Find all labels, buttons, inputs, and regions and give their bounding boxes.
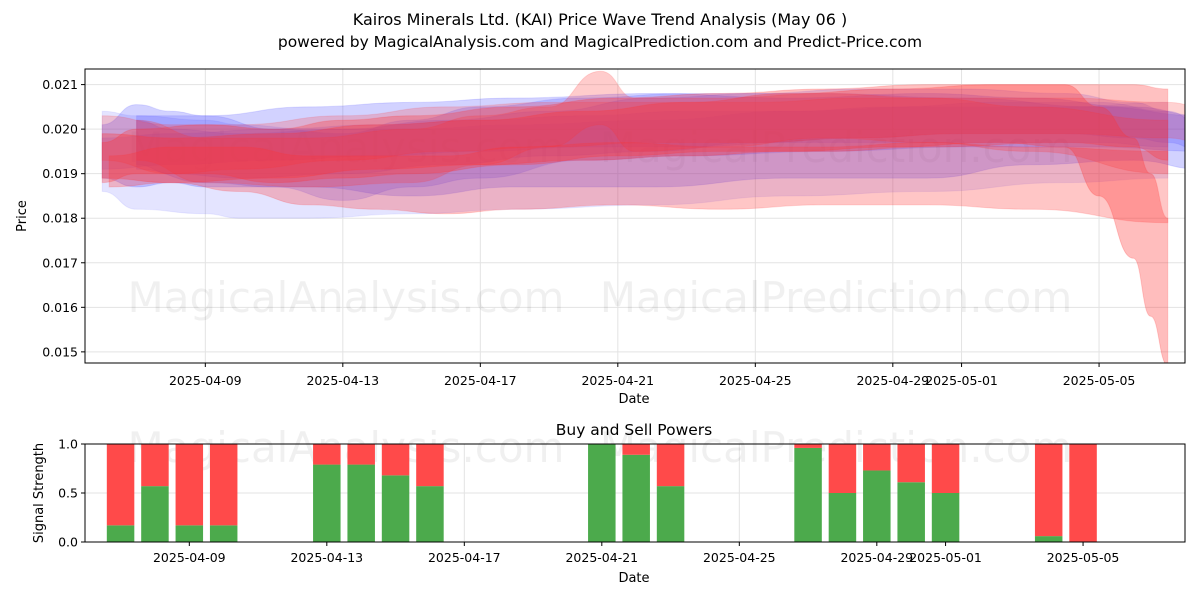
- buy-bar: [381, 475, 410, 542]
- blue-wave-band-1: [101, 93, 1185, 197]
- price-y-label: Price: [15, 200, 30, 232]
- price-xtick-label: 2025-04-21: [581, 373, 654, 388]
- price-xtick-label: 2025-04-13: [306, 373, 379, 388]
- buy-bar: [656, 486, 685, 542]
- sell-bar: [141, 444, 169, 487]
- price-ytick-label: 0.018: [42, 211, 78, 226]
- price-xtick-label: 2025-04-25: [719, 373, 792, 388]
- buy-bar: [313, 464, 341, 542]
- red-wave-band-6: [101, 84, 1169, 184]
- sell-bar: [1034, 444, 1063, 537]
- signal-x-label: Date: [618, 571, 649, 586]
- sell-bar: [622, 444, 650, 455]
- sell-bar: [313, 444, 341, 465]
- price-xtick-label: 2025-05-05: [1063, 373, 1136, 388]
- signal-xtick-label: 2025-04-13: [290, 550, 363, 565]
- buy-bar: [931, 493, 960, 542]
- price-xtick-label: 2025-04-17: [444, 373, 517, 388]
- sell-bar: [656, 444, 685, 487]
- sell-bar: [416, 444, 444, 487]
- red-wave-band-7: [108, 142, 1169, 224]
- price-ytick-label: 0.016: [42, 300, 78, 315]
- signal-ytick-label: 0.0: [58, 535, 78, 550]
- sell-bar: [828, 444, 857, 493]
- buy-bar: [588, 444, 616, 542]
- price-ytick-label: 0.020: [42, 122, 78, 137]
- red-wave-band-9: [136, 70, 1169, 188]
- signal-y-label: Signal Strength: [32, 443, 47, 543]
- signal-xtick-label: 2025-04-21: [565, 550, 638, 565]
- buy-bar: [863, 470, 891, 542]
- buy-bar: [416, 486, 444, 542]
- buy-bar: [1034, 536, 1063, 542]
- buy-bar: [209, 525, 238, 542]
- sell-bar: [106, 444, 135, 526]
- signal-x-axis: 2025-04-09 2025-04-13 2025-04-17 2025-04-21…: [153, 542, 1119, 565]
- sell-bar: [863, 444, 891, 471]
- sell-bar: [209, 444, 238, 526]
- sell-bar: [1069, 444, 1097, 542]
- buy-bar: [347, 464, 375, 542]
- chart-title: Kairos Minerals Ltd. (KAI) Price Wave Tr…: [353, 10, 847, 29]
- signal-xtick-label: 2025-04-29: [840, 550, 913, 565]
- price-panel: MagicalAnalysis.com MagicalPrediction.co…: [15, 68, 1186, 407]
- price-ytick-label: 0.019: [42, 166, 78, 181]
- price-plot-frame: [84, 68, 1186, 364]
- buy-bar: [794, 447, 822, 542]
- signal-bars: [106, 444, 1097, 542]
- red-wave-band-8: [101, 84, 1169, 363]
- blue-wave-band-2: [101, 101, 1169, 219]
- chart-subtitle: powered by MagicalAnalysis.com and Magic…: [278, 33, 922, 51]
- signal-y-axis: 0.0 0.5 1.0: [58, 437, 85, 550]
- signal-xtick-label: 2025-04-17: [428, 550, 501, 565]
- price-grid: [85, 69, 1185, 363]
- signal-xtick-label: 2025-05-05: [1047, 550, 1120, 565]
- buy-bar: [622, 454, 650, 542]
- sell-bar: [381, 444, 410, 476]
- red-wave-band-10: [101, 97, 1185, 175]
- price-xtick-label: 2025-04-29: [856, 373, 929, 388]
- price-ytick-label: 0.021: [42, 77, 78, 92]
- signal-xtick-label: 2025-04-25: [703, 550, 776, 565]
- price-watermarks: MagicalAnalysis.com MagicalPrediction.co…: [128, 123, 1073, 322]
- sell-bar: [175, 444, 204, 526]
- signal-ytick-label: 0.5: [58, 486, 78, 501]
- watermark-analysis-top: MagicalAnalysis.com: [128, 123, 565, 172]
- buy-bar: [175, 525, 204, 542]
- price-xtick-label: 2025-04-09: [169, 373, 242, 388]
- sell-bar: [931, 444, 960, 493]
- price-x-axis: 2025-04-09 2025-04-13 2025-04-17 2025-04-21…: [169, 363, 1135, 388]
- price-ytick-label: 0.017: [42, 255, 78, 270]
- signal-panel: Buy and Sell Powers MagicalAnalysis.com …: [32, 421, 1186, 586]
- blue-wave-band-5: [101, 101, 1169, 170]
- buy-bar: [897, 482, 925, 542]
- price-ytick-label: 0.015: [42, 344, 78, 359]
- buy-bar: [828, 493, 857, 542]
- price-wave-bands: [101, 70, 1185, 363]
- signal-xtick-label: 2025-05-01: [909, 550, 982, 565]
- sell-bar: [794, 444, 822, 448]
- watermark-prediction-mid: MagicalPrediction.com: [600, 273, 1073, 322]
- blue-wave-band-4: [136, 88, 1185, 179]
- watermark-prediction-top: MagicalPrediction.com: [600, 123, 1073, 172]
- signal-xtick-label: 2025-04-09: [153, 550, 226, 565]
- blue-wave-band-3: [136, 92, 1185, 201]
- buy-bar: [106, 525, 135, 542]
- watermark-analysis-mid: MagicalAnalysis.com: [128, 273, 565, 322]
- price-xtick-label: 2025-05-01: [925, 373, 998, 388]
- sell-bar: [347, 444, 375, 465]
- buy-bar: [141, 486, 169, 542]
- price-y-axis: 0.015 0.016 0.017 0.018 0.019 0.020 0.021: [42, 77, 85, 359]
- sell-bar: [897, 444, 925, 483]
- signal-ytick-label: 1.0: [58, 437, 78, 452]
- signal-title: Buy and Sell Powers: [556, 421, 713, 439]
- price-x-label: Date: [618, 392, 649, 407]
